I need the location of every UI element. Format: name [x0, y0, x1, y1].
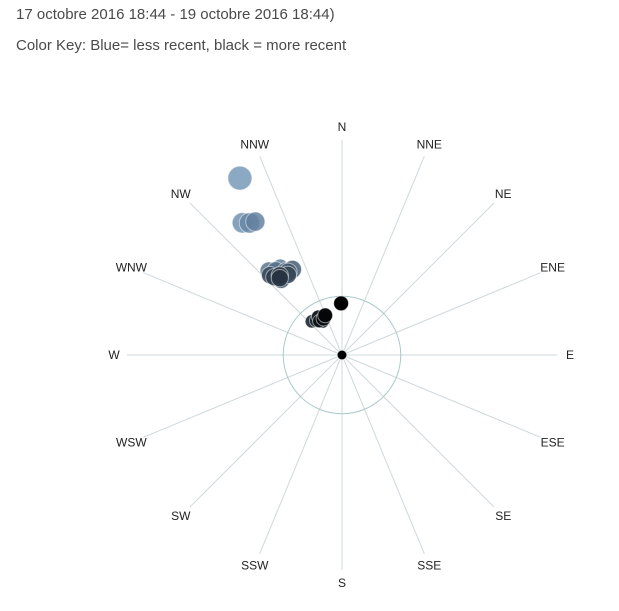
chart-spokes — [127, 140, 557, 570]
direction-label-sw: SW — [171, 509, 191, 523]
spoke-nnw — [259, 156, 343, 356]
spoke-ese — [341, 354, 541, 438]
direction-label-se: SE — [495, 509, 511, 523]
direction-label-w: W — [108, 348, 120, 362]
direction-label-ssw: SSW — [241, 559, 269, 573]
data-point — [245, 211, 266, 232]
direction-label-s: S — [338, 576, 346, 590]
direction-label-nw: NW — [171, 187, 192, 201]
data-point — [317, 307, 334, 324]
direction-label-wnw: WNW — [116, 261, 148, 275]
direction-label-ne: NE — [495, 187, 512, 201]
spoke-sw — [189, 354, 343, 508]
direction-label-ene: ENE — [540, 261, 565, 275]
date-range-text: 17 octobre 2016 18:44 - 19 octobre 2016 … — [16, 6, 335, 23]
data-point — [333, 295, 350, 312]
color-key-text: Color Key: Blue= less recent, black = mo… — [16, 37, 347, 54]
direction-label-wsw: WSW — [116, 435, 147, 449]
direction-label-nnw: NNW — [240, 137, 269, 151]
direction-label-n: N — [338, 120, 347, 134]
data-points — [227, 165, 350, 329]
center-dot — [337, 350, 347, 360]
direction-label-sse: SSE — [417, 559, 441, 573]
spoke-ne — [341, 202, 495, 356]
direction-label-nne: NNE — [417, 137, 442, 151]
spoke-nne — [341, 156, 425, 356]
data-point — [227, 165, 253, 191]
spoke-ene — [341, 272, 541, 356]
spoke-sse — [341, 354, 425, 554]
spoke-wnw — [143, 272, 343, 356]
data-point — [270, 269, 289, 288]
direction-label-e: E — [566, 348, 574, 362]
direction-label-ese: ESE — [541, 435, 565, 449]
spoke-se — [341, 354, 495, 508]
spoke-ssw — [259, 354, 343, 554]
direction-labels: N NNE NE ENE E ESE SE SSE S SSW SW WSW W WNW NW NNW — [108, 120, 574, 590]
spoke-wsw — [143, 354, 343, 438]
